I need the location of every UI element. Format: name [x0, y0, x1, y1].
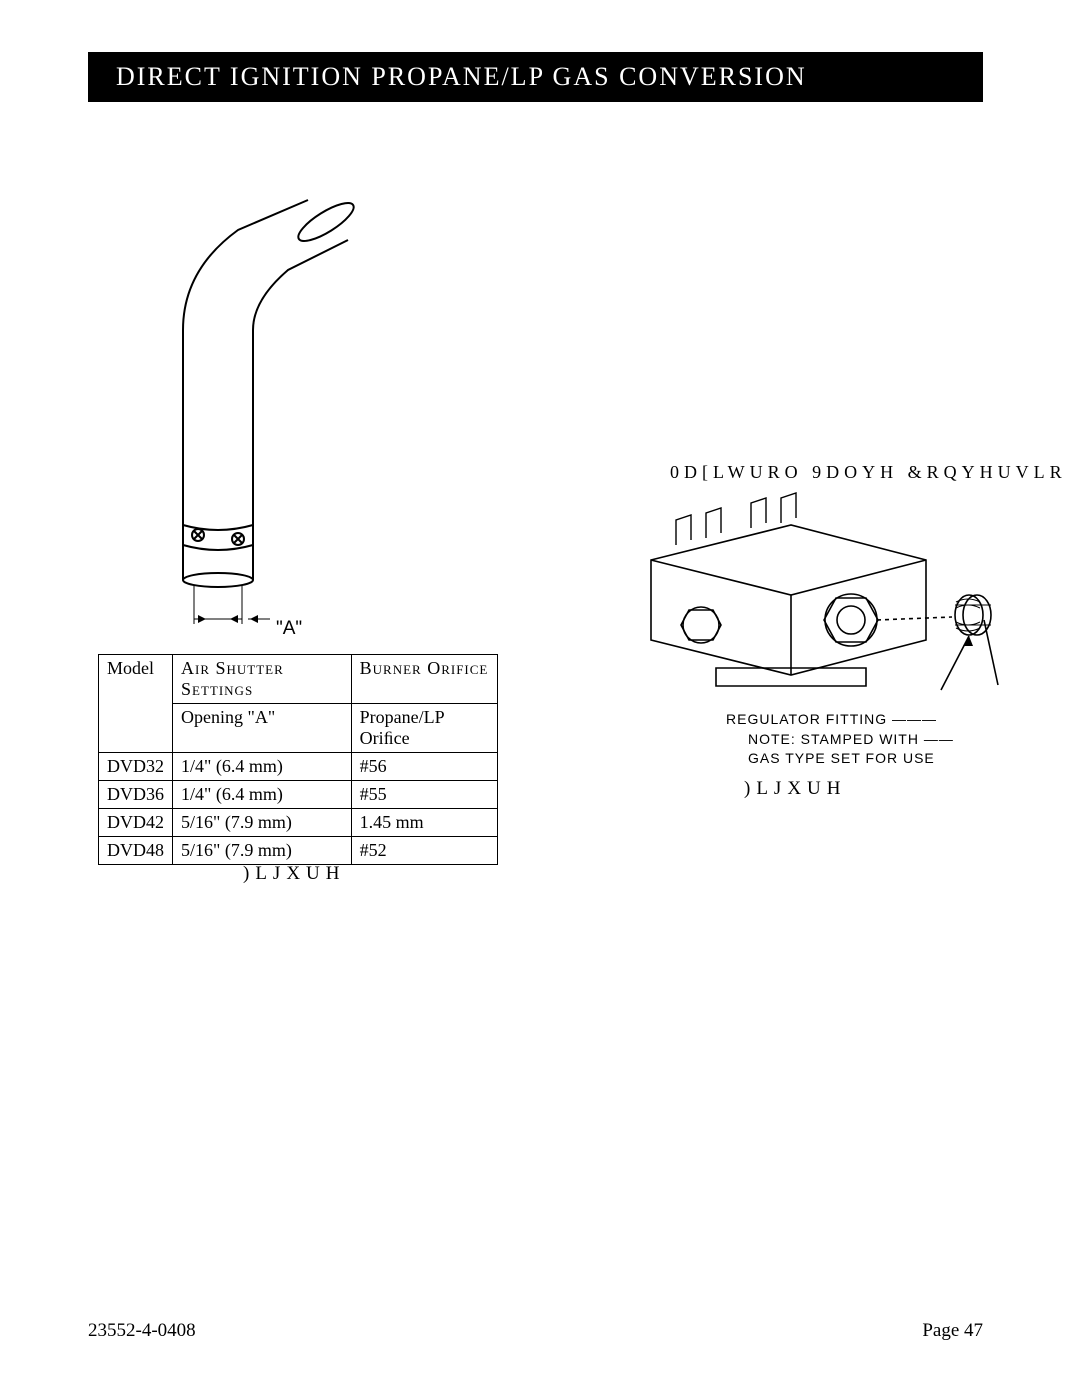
- table-row: DVD36 1/4" (6.4 mm) #55: [99, 781, 498, 809]
- cell-opening: 1/4" (6.4 mm): [173, 781, 352, 809]
- valve-title: 0D[LWURO 9DOYH &RQYHUVLR: [670, 462, 1067, 483]
- stamped-note: NOTE: STAMPED WITH —— GAS TYPE SET FOR U…: [748, 730, 954, 768]
- doc-number: 23552-4-0408: [88, 1320, 196, 1342]
- subcol-orifice: Propane/LP Oriﬁce: [351, 704, 497, 753]
- dimension-a-label: "A": [276, 618, 302, 640]
- cell-orifice: #56: [351, 753, 497, 781]
- cell-opening: 1/4" (6.4 mm): [173, 753, 352, 781]
- cell-orifice: 1.45 mm: [351, 809, 497, 837]
- burner-tube-diagram: [98, 190, 378, 640]
- page-number: Page 47: [922, 1320, 983, 1342]
- col-burner-orifice: Burner Orifice: [351, 655, 497, 704]
- figure-caption-left: )LJXUH: [243, 863, 346, 885]
- cell-model: DVD42: [99, 809, 173, 837]
- figure-caption-right: )LJXUH: [744, 778, 847, 800]
- content-area: "A" Model Air Shutter Settings Burner Or…: [88, 102, 983, 1282]
- col-model: Model: [99, 655, 173, 753]
- col-air-shutter: Air Shutter Settings: [173, 655, 352, 704]
- cell-opening: 5/16" (7.9 mm): [173, 837, 352, 865]
- cell-orifice: #52: [351, 837, 497, 865]
- cell-model: DVD48: [99, 837, 173, 865]
- page-title: DIRECT IGNITION PROPANE/LP GAS CONVERSIO…: [116, 62, 807, 92]
- cell-orifice: #55: [351, 781, 497, 809]
- page-title-bar: DIRECT IGNITION PROPANE/LP GAS CONVERSIO…: [88, 52, 983, 102]
- table-row: DVD48 5/16" (7.9 mm) #52: [99, 837, 498, 865]
- subcol-opening: Opening "A": [173, 704, 352, 753]
- left-column: "A" Model Air Shutter Settings Burner Or…: [98, 190, 498, 640]
- regulator-fitting-label: REGULATOR FITTING ———: [726, 710, 937, 729]
- spec-table: Model Air Shutter Settings Burner Orific…: [98, 654, 498, 865]
- table-row: DVD42 5/16" (7.9 mm) 1.45 mm: [99, 809, 498, 837]
- cell-model: DVD36: [99, 781, 173, 809]
- cell-model: DVD32: [99, 753, 173, 781]
- table-row: DVD32 1/4" (6.4 mm) #56: [99, 753, 498, 781]
- valve-diagram: [596, 490, 1016, 740]
- cell-opening: 5/16" (7.9 mm): [173, 809, 352, 837]
